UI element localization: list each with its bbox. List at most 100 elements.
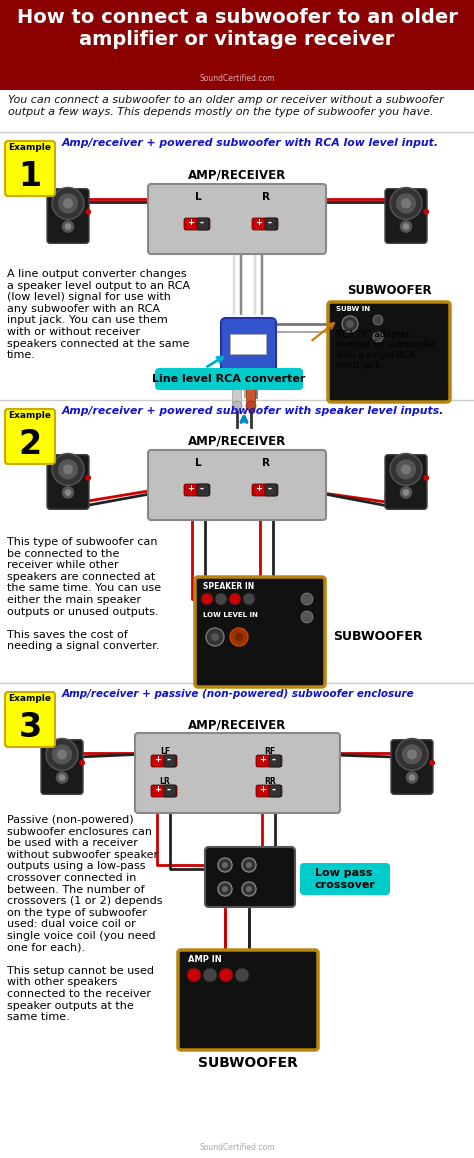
Text: Low pass
crossover: Low pass crossover: [315, 868, 375, 889]
Circle shape: [242, 882, 256, 896]
Circle shape: [85, 475, 91, 481]
Text: -: -: [200, 218, 204, 228]
Circle shape: [52, 454, 84, 485]
FancyBboxPatch shape: [164, 785, 176, 797]
Circle shape: [429, 760, 435, 765]
Text: R: R: [262, 459, 270, 468]
Text: LF: LF: [160, 747, 170, 756]
FancyBboxPatch shape: [47, 189, 89, 243]
Circle shape: [401, 198, 411, 208]
Text: RR: RR: [264, 777, 276, 786]
Circle shape: [58, 193, 78, 213]
Circle shape: [409, 775, 415, 780]
Text: -: -: [268, 218, 272, 228]
Text: +: +: [187, 218, 194, 227]
Text: You can connect a subwoofer to an older amp or receiver without a subwoofer
outp: You can connect a subwoofer to an older …: [8, 95, 444, 117]
Text: +: +: [154, 755, 161, 764]
Circle shape: [62, 486, 74, 499]
Circle shape: [64, 489, 72, 496]
Circle shape: [396, 460, 416, 479]
Text: AMP/RECEIVER: AMP/RECEIVER: [188, 718, 287, 731]
Text: -: -: [167, 785, 171, 796]
Circle shape: [301, 611, 313, 623]
Text: How to connect a subwoofer to an older: How to connect a subwoofer to an older: [17, 8, 457, 27]
Circle shape: [63, 464, 73, 475]
Circle shape: [301, 593, 313, 604]
Circle shape: [46, 739, 78, 770]
Text: +: +: [259, 755, 266, 764]
Text: R: R: [262, 192, 270, 201]
FancyBboxPatch shape: [265, 484, 277, 496]
Text: SUBWOOFER: SUBWOOFER: [346, 284, 431, 296]
Circle shape: [218, 858, 232, 872]
Text: 3: 3: [18, 711, 42, 743]
Bar: [246, 382, 255, 402]
FancyBboxPatch shape: [184, 218, 210, 230]
Circle shape: [232, 401, 242, 411]
Text: A line output converter changes
a speaker level output to an RCA
(low level) sig: A line output converter changes a speake…: [7, 269, 190, 360]
Circle shape: [215, 593, 227, 604]
Text: SoundCertified.com: SoundCertified.com: [199, 1143, 275, 1152]
FancyBboxPatch shape: [155, 368, 303, 390]
Circle shape: [246, 401, 256, 411]
Text: -: -: [272, 785, 276, 796]
Text: 1: 1: [18, 160, 42, 193]
Circle shape: [407, 749, 417, 760]
Text: -: -: [268, 484, 272, 494]
Text: Amp/receiver + powered subwoofer with RCA low level input.: Amp/receiver + powered subwoofer with RC…: [62, 138, 439, 148]
FancyBboxPatch shape: [391, 740, 433, 794]
Circle shape: [423, 475, 429, 481]
Circle shape: [373, 315, 383, 325]
Circle shape: [402, 223, 410, 229]
Circle shape: [373, 332, 383, 342]
Text: +: +: [255, 484, 262, 493]
FancyBboxPatch shape: [148, 184, 326, 254]
Text: +: +: [259, 785, 266, 794]
Bar: [230, 334, 266, 354]
Circle shape: [243, 593, 255, 604]
Circle shape: [423, 208, 429, 214]
Circle shape: [85, 208, 91, 214]
Circle shape: [342, 316, 358, 332]
Text: L: L: [195, 192, 201, 201]
Circle shape: [235, 633, 243, 642]
Text: +: +: [255, 218, 262, 227]
Text: SUBWOOFER: SUBWOOFER: [198, 1056, 298, 1070]
Circle shape: [59, 775, 65, 780]
Circle shape: [396, 193, 416, 213]
FancyBboxPatch shape: [197, 484, 209, 496]
Text: +: +: [154, 785, 161, 794]
Circle shape: [400, 220, 412, 233]
Text: amplifier or vintage receiver: amplifier or vintage receiver: [79, 30, 395, 49]
Circle shape: [346, 320, 354, 328]
Circle shape: [187, 968, 201, 982]
FancyBboxPatch shape: [252, 484, 278, 496]
Bar: [0, 0, 474, 90]
FancyBboxPatch shape: [41, 740, 83, 794]
Circle shape: [203, 968, 217, 982]
FancyBboxPatch shape: [265, 218, 277, 230]
Circle shape: [52, 188, 84, 219]
FancyBboxPatch shape: [269, 755, 281, 767]
Circle shape: [229, 593, 241, 604]
FancyBboxPatch shape: [47, 455, 89, 510]
Text: Example: Example: [9, 411, 52, 420]
Text: -: -: [272, 755, 276, 765]
Circle shape: [246, 886, 252, 892]
Circle shape: [62, 220, 74, 233]
Circle shape: [246, 862, 252, 868]
Text: +: +: [187, 484, 194, 493]
Circle shape: [396, 739, 428, 770]
Circle shape: [400, 486, 412, 499]
Circle shape: [219, 968, 233, 982]
Text: LR: LR: [160, 777, 170, 786]
Circle shape: [201, 593, 213, 604]
Circle shape: [230, 628, 248, 646]
Circle shape: [242, 858, 256, 872]
FancyBboxPatch shape: [164, 755, 176, 767]
Bar: [232, 382, 241, 402]
FancyBboxPatch shape: [195, 577, 325, 687]
Circle shape: [218, 882, 232, 896]
Text: Line level RCA converter: Line level RCA converter: [152, 374, 306, 384]
Text: RCA “Y” adapter
needed for subwoofer
with a single RCA
input jack.: RCA “Y” adapter needed for subwoofer wit…: [336, 330, 436, 371]
